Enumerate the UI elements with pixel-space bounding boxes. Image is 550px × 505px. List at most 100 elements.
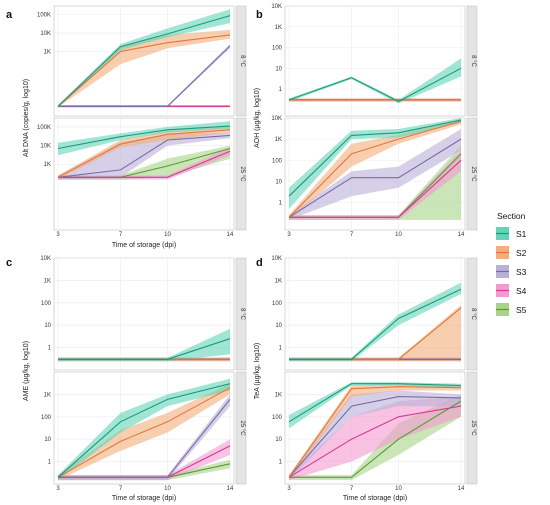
y-tick-label: 1K	[44, 392, 51, 398]
line-S2	[57, 129, 231, 178]
x-tick-label: 10	[164, 486, 171, 492]
panel-label: d	[256, 257, 263, 269]
line-S1	[57, 125, 231, 150]
line-S1	[57, 383, 231, 478]
y-tick-label: 100	[272, 301, 283, 307]
y-tick-label: 10	[275, 179, 282, 185]
facet-strip-label: 25 °C	[239, 166, 245, 182]
x-tick-label: 7	[119, 486, 123, 492]
y-axis-label: AOH (µg/kg, log10)	[254, 88, 261, 148]
x-tick-label: 7	[119, 232, 123, 238]
facet-c-0: 1 10 100 1K 10K 8 °C	[40, 256, 247, 371]
legend-label: S5	[516, 305, 527, 315]
panel-label: b	[256, 9, 263, 21]
ribbon-S4	[289, 150, 461, 220]
facet-a-0: 1K 10K 100K 8 °C	[37, 5, 247, 117]
ribbon-S2	[289, 305, 461, 362]
facet-strip-label: 8 °C	[239, 308, 245, 320]
y-tick-label: 100K	[37, 13, 51, 19]
x-tick-label: 3	[287, 232, 291, 238]
y-axis-label: TeA (µg/kg, log10)	[254, 343, 261, 400]
facet-strip	[235, 117, 247, 231]
y-tick-label: 1K	[275, 137, 282, 143]
ribbon-S3	[289, 129, 461, 220]
x-axis-label: Time of storage (dpi)	[343, 495, 407, 502]
facet-d-0: 1 10 100 1K 10K 8 °C	[271, 256, 478, 371]
facet-strip-label: 25 °C	[239, 420, 245, 436]
facet-strip-label: 25 °C	[470, 166, 476, 182]
ribbon-S2	[289, 383, 461, 481]
line-S4	[289, 159, 462, 218]
facet-strip-label: 25 °C	[470, 420, 476, 436]
y-tick-label: 1K	[275, 278, 282, 284]
line-S1	[57, 15, 231, 107]
line-S1	[288, 67, 462, 103]
y-tick-label: 1K	[44, 278, 51, 284]
ribbon-S5	[58, 459, 230, 481]
x-tick-label: 14	[458, 232, 465, 238]
line-S1	[289, 288, 462, 360]
ribbon-S1	[289, 58, 461, 104]
x-tick-label: 7	[350, 486, 354, 492]
y-tick-label: 10K	[40, 256, 51, 262]
x-tick-label: 3	[287, 486, 291, 492]
facet-c-1: 1 10 100 1K 25 °C	[41, 371, 247, 485]
panel-b: b 1 10 100 1K 10K 8 °C 1 10 100 1K 10K 25 °C 3 7 10 14 AO…	[254, 4, 478, 238]
facet-strip-label: 8 °C	[239, 55, 245, 67]
ribbon-S2	[289, 119, 461, 220]
y-tick-label: 10	[44, 323, 51, 329]
facet-strip-label: 8 °C	[470, 55, 476, 67]
legend: Section S1 S2 S3 S4 S5	[496, 211, 527, 316]
x-tick-label: 3	[56, 232, 60, 238]
y-tick-label: 10K	[271, 4, 282, 10]
line-S1	[58, 338, 231, 360]
line-S3	[58, 45, 231, 107]
y-tick-label: 100	[272, 158, 283, 164]
ribbon-S1	[58, 121, 230, 156]
ribbon-S2	[58, 126, 230, 180]
x-axis-label: Time of storage (dpi)	[112, 242, 176, 249]
y-tick-label: 10	[275, 66, 282, 72]
line-S2	[288, 120, 462, 218]
line-S2	[57, 34, 231, 107]
legend-title: Section	[497, 211, 526, 221]
ribbon-S4	[58, 147, 230, 180]
plot-frame	[284, 257, 466, 371]
line-S3	[58, 399, 231, 478]
panel-c: c 1 10 100 1K 10K 8 °C 1 10 100 1K 25 °C 3 7 10 14 AME (…	[6, 256, 247, 502]
line-S1	[288, 383, 462, 423]
x-tick-label: 10	[395, 232, 402, 238]
panel-a: a 1K 10K 100K 8 °C 1K 10K 100K 25 °C 3 7 10 14 Alt DN…	[6, 5, 247, 249]
x-tick-label: 3	[56, 486, 60, 492]
y-tick-label: 1	[279, 201, 283, 207]
facet-strip-label: 8 °C	[470, 308, 476, 320]
line-S4	[58, 150, 231, 178]
x-tick-label: 14	[227, 486, 234, 492]
facet-b-0: 1 10 100 1K 10K 8 °C	[271, 4, 478, 117]
y-tick-label: 10	[44, 437, 51, 443]
facet-strip	[466, 257, 478, 371]
ribbon-S2	[58, 29, 230, 108]
facet-strip	[466, 371, 478, 485]
line-S5	[289, 400, 462, 478]
facet-b-1: 1 10 100 1K 10K 25 °C	[271, 116, 478, 231]
facet-strip	[235, 371, 247, 485]
y-tick-label: 100K	[37, 125, 51, 131]
y-tick-label: 100	[272, 46, 283, 52]
line-S3	[288, 396, 462, 478]
facet-strip	[235, 5, 247, 117]
y-tick-label: 1	[48, 346, 52, 352]
line-S2	[288, 386, 462, 478]
line-S3	[288, 138, 462, 218]
y-tick-label: 100	[41, 301, 52, 307]
ribbon-S3	[58, 132, 230, 180]
y-tick-label: 10	[275, 437, 282, 443]
facet-strip	[235, 257, 247, 371]
line-S1	[288, 119, 462, 197]
y-tick-label: 1	[48, 460, 52, 466]
x-tick-label: 14	[227, 232, 234, 238]
y-tick-label: 10K	[40, 144, 51, 150]
panel-label: a	[6, 9, 13, 21]
y-tick-label: 10K	[40, 31, 51, 37]
y-tick-label: 100	[41, 415, 52, 421]
